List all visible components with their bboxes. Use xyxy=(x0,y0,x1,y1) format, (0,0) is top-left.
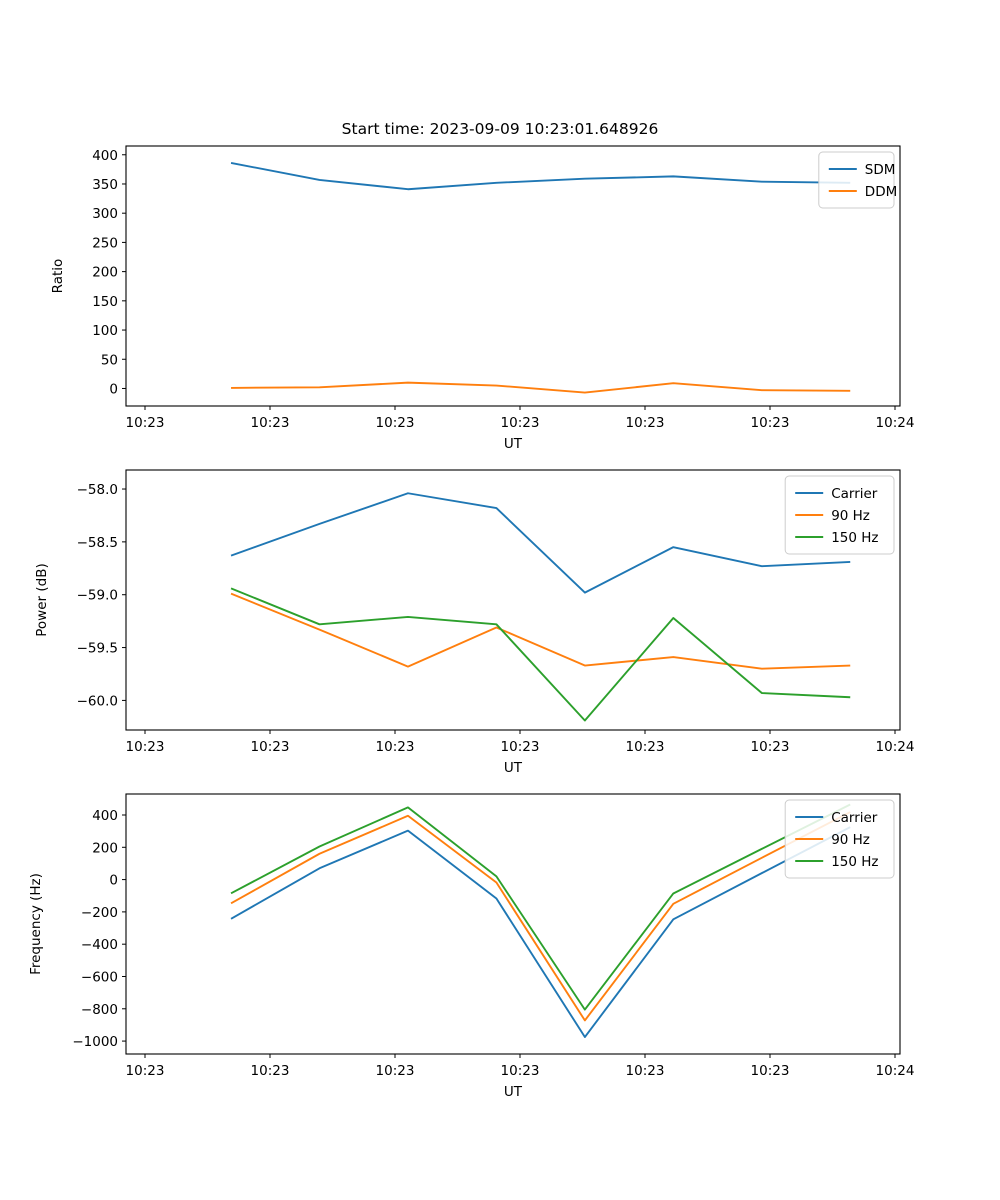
y-tick-label: 200 xyxy=(92,265,118,281)
y-axis-label: Ratio xyxy=(50,259,66,294)
legend-label-150-hz: 150 Hz xyxy=(831,854,878,870)
x-tick-label: 10:23 xyxy=(751,739,790,755)
y-tick-label: 0 xyxy=(109,381,118,397)
x-tick-label: 10:23 xyxy=(751,415,790,431)
y-tick-label: 150 xyxy=(92,294,118,310)
y-tick-label: 400 xyxy=(92,148,118,164)
x-tick-label: 10:23 xyxy=(251,739,290,755)
x-tick-label: 10:23 xyxy=(126,1063,165,1079)
series-line-carrier xyxy=(230,492,851,594)
x-tick-label: 10:23 xyxy=(376,739,415,755)
legend-box xyxy=(818,151,895,209)
y-tick-label: −800 xyxy=(81,1002,118,1018)
legend-box xyxy=(784,475,895,555)
subplot-frequency: 400 200 0 −200 −400 −600 −800 −1000 10:23 10:23 10… xyxy=(0,786,1000,1116)
y-tick-label: 300 xyxy=(92,206,118,222)
x-tick-label: 10:24 xyxy=(876,415,915,431)
series-line-ddm xyxy=(231,381,851,394)
x-tick-label: 10:24 xyxy=(876,739,915,755)
x-axis-label: UT xyxy=(504,760,523,776)
series-line-150-hz xyxy=(230,803,851,1011)
legend-label-carrier: Carrier xyxy=(831,810,878,826)
series-line-sdm xyxy=(230,162,851,191)
series-line-90-hz xyxy=(230,592,851,670)
axes-frame xyxy=(125,793,901,1055)
subplot-power: −58.0 −58.5 −59.0 −59.5 −60.0 10:23 10:23 10:23… xyxy=(0,462,1000,782)
y-tick-label: 250 xyxy=(92,235,118,251)
y-axis-label: Power (dB) xyxy=(34,563,50,636)
x-tick-label: 10:23 xyxy=(626,739,665,755)
x-tick-label: 10:23 xyxy=(501,1063,540,1079)
x-tick-label: 10:23 xyxy=(376,415,415,431)
legend-label-90-hz: 90 Hz xyxy=(831,832,870,848)
legend-label-sdm: SDM xyxy=(865,162,896,178)
x-tick-label: 10:23 xyxy=(501,415,540,431)
y-tick-label: 100 xyxy=(92,323,118,339)
x-tick-label: 10:23 xyxy=(251,1063,290,1079)
x-axis-label: UT xyxy=(504,1084,523,1100)
axes-frame xyxy=(125,469,901,731)
y-tick-label: −58.0 xyxy=(77,482,118,498)
y-tick-label: −600 xyxy=(81,969,118,985)
legend-label-carrier: Carrier xyxy=(831,486,878,502)
x-tick-label: 10:24 xyxy=(876,1063,915,1079)
y-tick-label: −1000 xyxy=(72,1034,118,1050)
subplot-ratio: 0 50 100 150 200 250 300 350 400 10:23 10:23 10:23 1… xyxy=(0,138,1000,458)
series-line-carrier xyxy=(230,826,851,1038)
y-tick-label: −58.5 xyxy=(77,535,118,551)
series-line-90-hz xyxy=(230,811,851,1022)
legend: SDM DDM xyxy=(818,151,897,209)
x-tick-label: 10:23 xyxy=(501,739,540,755)
y-tick-label: −59.0 xyxy=(77,588,118,604)
axes-frame xyxy=(125,145,901,407)
x-axis-label: UT xyxy=(504,436,523,452)
legend: Carrier 90 Hz 150 Hz xyxy=(784,475,895,555)
y-tick-label: −400 xyxy=(81,937,118,953)
legend-label-90-hz: 90 Hz xyxy=(831,508,870,524)
figure-title: Start time: 2023-09-09 10:23:01.648926 xyxy=(341,120,659,138)
y-tick-label: 0 xyxy=(109,873,118,889)
subplot-frequency-svg: 400 200 0 −200 −400 −600 −800 −1000 10:23 10:23 10… xyxy=(28,793,915,1100)
x-tick-label: 10:23 xyxy=(376,1063,415,1079)
y-tick-label: −59.5 xyxy=(77,641,118,657)
subplot-power-svg: −58.0 −58.5 −59.0 −59.5 −60.0 10:23 10:23 10:23… xyxy=(34,469,915,776)
x-tick-label: 10:23 xyxy=(626,1063,665,1079)
subplot-ratio-svg: 0 50 100 150 200 250 300 350 400 10:23 10:23 10:23 1… xyxy=(50,145,915,452)
x-tick-label: 10:23 xyxy=(751,1063,790,1079)
y-tick-label: −200 xyxy=(81,905,118,921)
x-tick-label: 10:23 xyxy=(251,415,290,431)
y-tick-label: 350 xyxy=(92,177,118,193)
y-tick-label: 200 xyxy=(92,840,118,856)
legend-box xyxy=(784,799,895,879)
y-tick-label: 400 xyxy=(92,808,118,824)
y-tick-label: −60.0 xyxy=(77,693,118,709)
y-tick-label: 50 xyxy=(101,352,118,368)
series-line-150-hz xyxy=(230,587,851,722)
x-tick-label: 10:23 xyxy=(126,415,165,431)
legend-label-ddm: DDM xyxy=(865,184,897,200)
legend-label-150-hz: 150 Hz xyxy=(831,530,878,546)
y-axis-label: Frequency (Hz) xyxy=(28,873,44,975)
legend: Carrier 90 Hz 150 Hz xyxy=(784,799,895,879)
x-tick-label: 10:23 xyxy=(126,739,165,755)
x-tick-label: 10:23 xyxy=(626,415,665,431)
